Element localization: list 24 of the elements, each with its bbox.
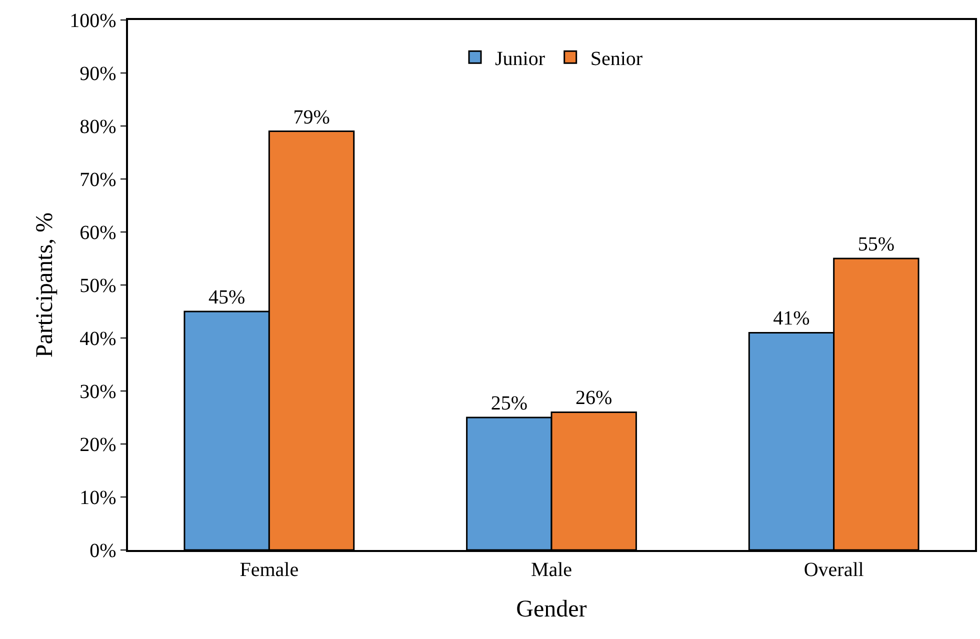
data-label: 41% <box>773 308 810 330</box>
x-tick-label: Male <box>530 558 572 581</box>
y-tick-label: 90% <box>80 63 116 85</box>
y-tick-label: 60% <box>80 222 116 244</box>
y-tick-label: 10% <box>80 487 116 509</box>
data-label: 79% <box>293 106 330 128</box>
y-tick-label: 100% <box>70 10 116 32</box>
y-tick-label: 40% <box>80 328 116 350</box>
y-tick-label: 20% <box>80 434 116 456</box>
y-tick-label: 70% <box>80 169 116 191</box>
y-axis-title: Participants, % <box>32 212 58 358</box>
legend-label: Senior <box>590 48 643 70</box>
legend-label: Junior <box>495 48 546 70</box>
x-axis-title: Gender <box>516 596 587 623</box>
y-tick-label: 0% <box>90 540 116 562</box>
x-tick-label: Overall <box>804 558 864 581</box>
y-tick-label: 50% <box>80 275 116 297</box>
x-tick-label: Female <box>240 558 299 581</box>
data-label: 55% <box>858 234 895 256</box>
y-tick-label: 80% <box>80 116 116 138</box>
data-label: 26% <box>576 387 612 410</box>
data-label: 25% <box>490 392 528 414</box>
data-label: 45% <box>208 286 246 308</box>
y-tick-label: 30% <box>80 381 116 403</box>
